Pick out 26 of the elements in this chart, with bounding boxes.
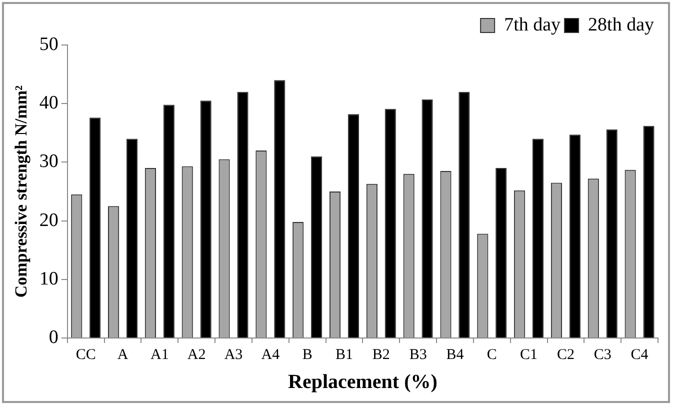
- y-axis-title: Compressive strength N/mm²: [12, 85, 31, 298]
- y-tick-label: 20: [39, 210, 58, 231]
- legend-label: 7th day: [504, 14, 562, 36]
- x-tick-label: B1: [335, 346, 353, 363]
- x-tick-label: B4: [446, 346, 464, 363]
- x-tick-label: A2: [187, 346, 206, 363]
- y-tick-label: 40: [39, 92, 58, 114]
- x-tick-label: B3: [409, 346, 427, 363]
- x-tick-label: C: [486, 346, 497, 363]
- y-tick-label: 0: [48, 326, 58, 348]
- x-tick-label: A3: [224, 346, 243, 363]
- legend-label: 28th day: [588, 14, 654, 36]
- x-tick-label: C4: [630, 346, 649, 363]
- x-tick-label: B2: [372, 346, 390, 363]
- x-tick-label: CC: [76, 346, 96, 363]
- x-tick-label: A1: [150, 346, 169, 363]
- y-tick-label: 50: [39, 34, 58, 55]
- x-tick-label: C3: [594, 346, 612, 363]
- x-axis-title: Replacement (%): [288, 371, 438, 394]
- x-tick-label: B: [302, 346, 312, 363]
- x-tick-label: A4: [261, 346, 280, 363]
- y-tick-label: 10: [39, 268, 58, 290]
- x-tick-label: C1: [520, 346, 538, 363]
- x-tick-label: A: [117, 346, 128, 363]
- y-tick-label: 30: [39, 151, 58, 172]
- x-tick-label: C2: [556, 346, 574, 363]
